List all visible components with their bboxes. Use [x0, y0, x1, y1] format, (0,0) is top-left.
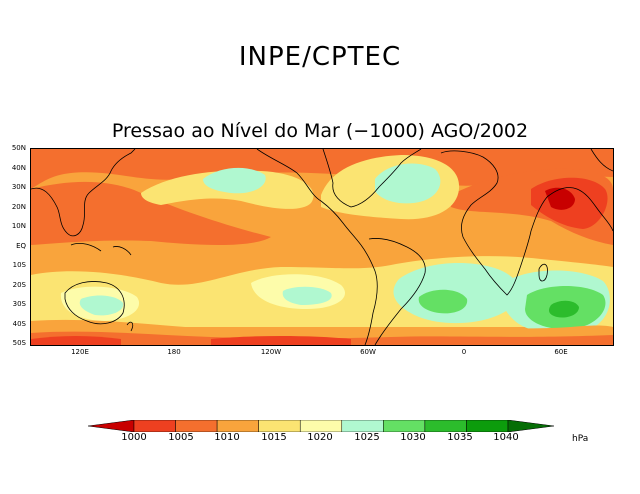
coast-indonesia: [70, 243, 132, 256]
colorbar-swatch-1: [133, 420, 176, 432]
lat-label-40s: 40S: [12, 320, 26, 328]
colorbar-label-1015: 1015: [261, 432, 287, 443]
colorbar-label-1005: 1005: [168, 432, 194, 443]
lat-label-10s: 10S: [12, 261, 26, 269]
colorbar-swatch-below-1000: [88, 420, 135, 432]
colorbar-label-1000: 1000: [121, 432, 147, 443]
lon-label-120e: 120E: [71, 348, 89, 356]
field-high-north-atlantic-core: [375, 163, 441, 204]
colorbar-label-1040: 1040: [493, 432, 519, 443]
coast-south-america-east: [368, 238, 426, 345]
lon-label-0: 0: [461, 348, 467, 356]
colorbar-label-1025: 1025: [354, 432, 380, 443]
coast-africa-europe: [440, 150, 532, 296]
colorbar-label-1020: 1020: [307, 432, 333, 443]
field-low-southern-ocean-pacific: [211, 336, 351, 345]
lat-label-30n: 30N: [11, 183, 26, 191]
pressure-map: [30, 148, 614, 346]
colorbar-swatch-7: [383, 420, 426, 432]
lat-label-eq: EQ: [16, 242, 26, 250]
colorbar-swatch-2: [175, 420, 218, 432]
field-low-southern-ocean-2: [31, 331, 613, 345]
colorbar-swatch-5: [299, 420, 343, 432]
colorbar-swatch-4: [258, 420, 301, 432]
lat-label-20n: 20N: [11, 203, 26, 211]
lon-label-60e: 60E: [554, 348, 568, 356]
colorbar: [88, 420, 554, 432]
lat-label-50s: 50S: [12, 339, 26, 347]
lon-label-60w: 60W: [360, 348, 376, 356]
field-high-south-indian-core: [549, 300, 579, 318]
field-low-southern-ocean-west: [31, 336, 121, 345]
lat-label-50n: 50N: [11, 144, 26, 152]
field-high-south-atlantic-core: [418, 289, 468, 314]
colorbar-swatch-3: [216, 420, 259, 432]
coast-asia-north: [590, 149, 613, 172]
lat-label-10n: 10N: [11, 222, 26, 230]
coast-south-america-west: [360, 244, 378, 345]
field-high-south-pacific-core: [282, 286, 332, 305]
coast-north-america-west: [256, 149, 362, 246]
coast-east-asia: [31, 149, 136, 237]
lat-label-20s: 20S: [12, 281, 26, 289]
colorbar-swatch-9: [466, 420, 509, 432]
coast-arabia-india: [530, 187, 613, 232]
colorbar-unit: hPa: [572, 434, 589, 444]
coast-madagascar: [538, 263, 548, 282]
colorbar-label-1030: 1030: [400, 432, 426, 443]
colorbar-label-1035: 1035: [447, 432, 473, 443]
pressure-field-svg: [31, 149, 613, 345]
field-high-north-pacific-core: [203, 167, 266, 194]
lon-label-180: 180: [167, 348, 181, 356]
colorbar-swatch-6: [341, 420, 384, 432]
lon-label-120w: 120W: [260, 348, 282, 356]
organization-title: INPE/CPTEC: [238, 42, 402, 72]
coast-new-zealand: [126, 321, 134, 332]
lat-label-40n: 40N: [11, 164, 26, 172]
colorbar-label-1010: 1010: [214, 432, 240, 443]
colorbar-swatch-8: [424, 420, 467, 432]
map-subtitle: Pressao ao Nível do Mar (−1000) AGO/2002: [111, 120, 529, 142]
lat-label-30s: 30S: [12, 300, 26, 308]
coast-north-america-east: [322, 149, 422, 208]
field-high-australia-core: [79, 295, 124, 316]
coast-australia: [64, 281, 125, 325]
coastlines: [31, 149, 613, 345]
field-low-west-pacific: [31, 181, 271, 245]
colorbar-swatch-above-1040: [507, 420, 554, 432]
